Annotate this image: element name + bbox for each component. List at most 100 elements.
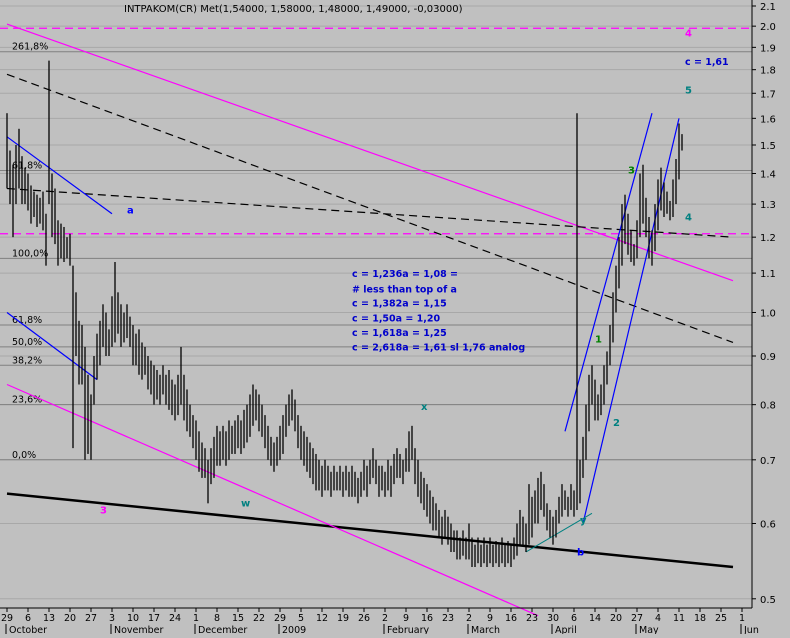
x-month-label: 2009 (282, 625, 306, 634)
x-month-label: Jun (743, 625, 759, 634)
wave-label: 3 (100, 505, 107, 516)
x-tick-label: 13 (43, 613, 55, 624)
trendline (6, 492, 734, 569)
trendline (6, 383, 539, 617)
wave-label: w (241, 499, 250, 510)
wave-label: b (577, 548, 584, 559)
annotation-text: c = 1,618a = 1,25 (352, 328, 447, 339)
annotation-text: c = 1,382a = 1,15 (352, 298, 447, 309)
x-tick-label: 16 (505, 613, 517, 624)
wave-label: 1 (595, 334, 602, 345)
fib-level-layer: 261,8% 61,8% 100,0% 61,8% 50,0% 38,2% 23,6% 0,0… (0, 27, 752, 461)
wave-label: 4 (685, 29, 692, 40)
x-tick-label: 15 (232, 613, 244, 624)
x-tick-label: 1 (739, 613, 745, 624)
x-tick-label: 25 (715, 613, 727, 624)
x-tick-label: 23 (442, 613, 454, 624)
fib-level-label: 61,8% (12, 161, 42, 172)
x-tick-label: 16 (421, 613, 433, 624)
x-month-label: February (387, 625, 429, 634)
x-month-label: December (198, 625, 247, 634)
x-tick-label: 29 (1, 613, 13, 624)
annotation-text: c = 2,618a = 1,61 sl 1,76 analog (352, 343, 525, 354)
x-tick-label: 19 (337, 613, 349, 624)
x-tick-label: 4 (655, 613, 661, 624)
x-tick-label: 20 (610, 613, 622, 624)
x-month-label: October (9, 625, 47, 634)
y-tick-label: 1.7 (760, 89, 776, 100)
x-tick-label: 1 (193, 613, 199, 624)
x-tick-label: 18 (694, 613, 706, 624)
x-tick-label: 10 (127, 613, 139, 624)
wave-label: a (127, 206, 134, 217)
y-tick-label: 1.9 (760, 43, 776, 54)
x-tick-label: 2 (382, 613, 388, 624)
y-tick-label: 0.6 (760, 519, 776, 530)
y-tick-label: 1.3 (760, 200, 776, 211)
wave-label: y (580, 515, 587, 526)
x-tick-label: 26 (358, 613, 370, 624)
fib-level-label: 61,8% (12, 315, 42, 326)
x-month-label: November (114, 625, 164, 634)
wave-label: 4 (685, 212, 692, 223)
annotation-text: # less than top of a (352, 284, 457, 295)
y-tick-label: 1.1 (760, 269, 776, 280)
fib-level-label: 100,0% (12, 248, 48, 259)
x-tick-label: 8 (214, 613, 220, 624)
x-tick-label: 27 (85, 613, 97, 624)
wave-label: 5 (685, 85, 692, 96)
x-tick-label: 11 (673, 613, 685, 624)
label-layer: 3 a w x b y 1 2 3 4 5 4 c = 1,61 c = 1,236a = 1,08 = #… (100, 29, 729, 559)
x-tick-label: 9 (487, 613, 493, 624)
trendline (6, 23, 734, 282)
annotation-text: c = 1,236a = 1,08 = (352, 269, 458, 280)
trendline (564, 113, 653, 432)
y-tick-label: 0.8 (760, 401, 776, 412)
chart-title: INTPAKOM(CR) Met(1,54000, 1,58000, 1,480… (124, 4, 463, 15)
y-tick-label: 2.1 (760, 2, 776, 13)
x-tick-label: 12 (316, 613, 328, 624)
annotation-text: c = 1,61 (685, 57, 729, 68)
x-tick-label: 22 (253, 613, 265, 624)
y-tick-label: 1.2 (760, 233, 776, 244)
x-tick-label: 3 (109, 613, 115, 624)
x-tick-label: 27 (631, 613, 643, 624)
y-tick-label: 2.0 (760, 22, 776, 33)
x-month-label: May (639, 625, 659, 634)
trendline (6, 136, 113, 215)
y-tick-label: 1.4 (760, 169, 776, 180)
x-tick-label: 20 (64, 613, 76, 624)
wave-label: 3 (628, 165, 635, 176)
y-tick-label: 0.5 (760, 595, 776, 606)
x-tick-label: 5 (298, 613, 304, 624)
fib-level-label: 50,0% (12, 337, 42, 348)
fib-level-label: 0,0% (12, 450, 36, 461)
price-bars-layer (6, 60, 683, 568)
x-tick-label: 29 (274, 613, 286, 624)
fib-level-label: 261,8% (12, 42, 48, 53)
wave-label: 2 (613, 418, 620, 429)
trendline-layer (6, 23, 734, 617)
x-tick-label: 14 (589, 613, 601, 624)
trendline (582, 118, 680, 524)
wave-label: x (421, 402, 428, 413)
fib-level-label: 38,2% (12, 355, 42, 366)
x-tick-label: 6 (571, 613, 577, 624)
y-tick-label: 0.7 (760, 456, 776, 467)
y-tick-label: 1.6 (760, 114, 776, 125)
x-tick-label: 23 (526, 613, 538, 624)
trendline (525, 512, 593, 553)
x-tick-label: 6 (25, 613, 31, 624)
x-tick-label: 9 (403, 613, 409, 624)
x-tick-label: 2 (466, 613, 472, 624)
y-tick-label: 1.8 (760, 66, 776, 77)
x-tick-label: 30 (547, 613, 559, 624)
y-tick-label: 0.9 (760, 352, 776, 363)
trendline (6, 187, 734, 238)
x-month-label: April (555, 625, 577, 634)
y-tick-label: 1.0 (760, 308, 776, 319)
trendline (6, 73, 734, 344)
x-month-label: March (471, 625, 500, 634)
